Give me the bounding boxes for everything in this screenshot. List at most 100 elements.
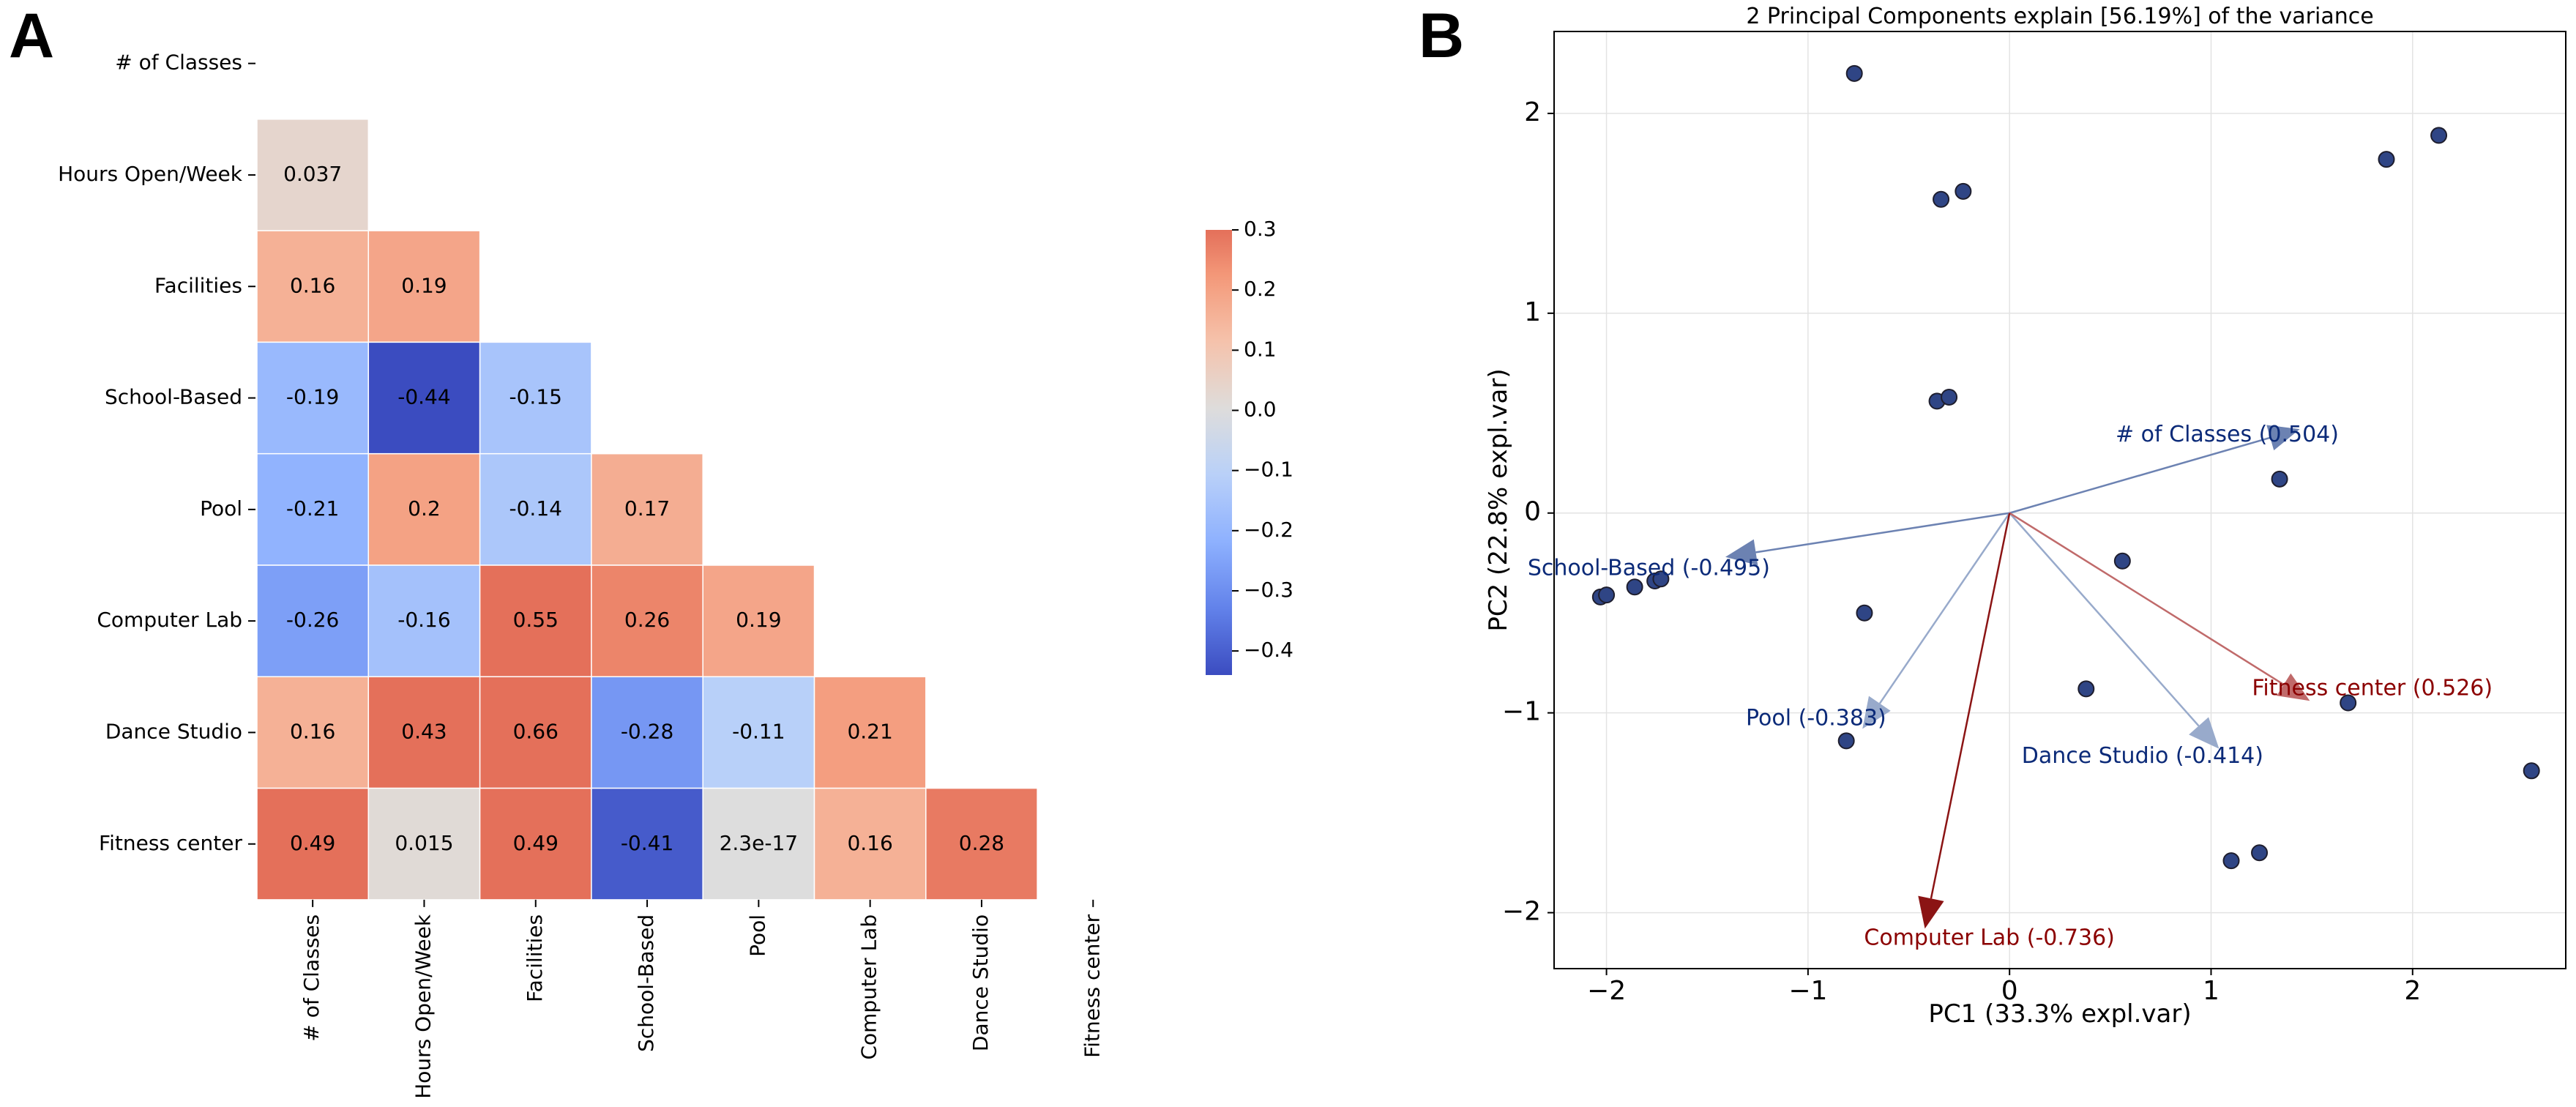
data-point <box>1941 388 1958 406</box>
loading-arrow-shaft <box>2009 436 2271 514</box>
x-axis-label: PC1 (33.3% expl.var) <box>1928 999 2191 1029</box>
colorbar-tick-label: 0.3 <box>1244 217 1277 241</box>
cell-value-label: -0.26 <box>286 608 339 632</box>
cell-value-label: 0.16 <box>290 719 335 743</box>
data-point <box>2378 151 2395 168</box>
heatmap-cell <box>591 452 703 566</box>
heatmap-cell <box>367 341 481 455</box>
data-point <box>1598 586 1616 604</box>
y-tick-label: −1 <box>1502 697 1541 727</box>
loading-arrow-head <box>1918 895 1944 929</box>
heatmap-cell <box>367 787 481 901</box>
cell-value-label: 0.2 <box>408 496 441 521</box>
loading-arrow-shaft <box>2009 512 2200 727</box>
correlation-heatmap: # of Classes Hours Open/Week 0.037 Faciliti… <box>58 51 1104 1099</box>
y-tick-label: 0 <box>1524 497 1541 527</box>
heatmap-cell <box>702 787 815 901</box>
data-point <box>1652 570 1670 588</box>
x-tick-label: 0 <box>2001 976 2018 1006</box>
cell-value-label: 0.55 <box>513 608 559 632</box>
panel-label-b: B <box>1419 1 1464 71</box>
loading-arrow-head <box>1862 696 1891 729</box>
loading-arrow-shaft <box>1755 512 2010 554</box>
heatmap-cell <box>591 676 703 789</box>
plot-frame <box>1553 31 2566 969</box>
cell-value-label: 0.49 <box>290 831 335 855</box>
y-tick-label: Computer Lab <box>97 608 242 632</box>
heatmap-cell <box>813 676 927 789</box>
data-point <box>2077 680 2095 698</box>
heatmap-cell <box>367 564 481 678</box>
loading-arrow-shaft <box>2009 512 2285 686</box>
colorbar-tick-label: −0.3 <box>1244 578 1293 602</box>
y-tick-label: Fitness center <box>99 831 242 855</box>
y-tick-label: School-Based <box>105 385 242 409</box>
loading-arrow-shaft <box>1878 512 2011 704</box>
colorbar-tick-label: 0.1 <box>1244 337 1277 361</box>
data-point <box>1856 604 1873 622</box>
data-point <box>2271 470 2288 488</box>
cell-value-label: -0.19 <box>286 385 339 409</box>
x-tick-label: Computer Lab <box>857 914 881 1060</box>
data-point <box>1837 732 1855 750</box>
heatmap-cell <box>479 452 592 566</box>
colorbar-tick-label: 0.2 <box>1244 277 1277 301</box>
colorbar-tick-label: −0.4 <box>1244 638 1293 662</box>
heatmap-cell <box>256 230 370 343</box>
heatmap-cell <box>591 787 703 901</box>
loading-arrow-head <box>2266 425 2300 451</box>
loading-label: Computer Lab (-0.736) <box>1864 925 2114 951</box>
x-tick-label: Pool <box>745 914 769 957</box>
loading-label: Fitness center (0.526) <box>2252 675 2493 701</box>
cell-value-label: 0.015 <box>395 831 453 855</box>
y-tick-label: Dance Studio <box>105 719 242 743</box>
x-tick-label: 2 <box>2404 976 2421 1006</box>
x-tick-label: −1 <box>1788 976 1827 1006</box>
x-tick-label: Fitness center <box>1080 914 1104 1057</box>
data-point <box>2222 852 2240 870</box>
cell-value-label: -0.16 <box>397 608 450 632</box>
y-tick-label: −2 <box>1502 897 1541 927</box>
y-tick-label: 2 <box>1524 97 1541 127</box>
x-tick-label: # of Classes <box>299 914 324 1042</box>
cell-value-label: -0.15 <box>509 385 562 409</box>
heatmap-cell <box>256 452 370 566</box>
cell-value-label: 0.66 <box>513 719 559 743</box>
x-tick-label: School-Based <box>634 914 658 1052</box>
y-tick-label: # of Classes <box>115 51 242 75</box>
plot-area <box>1554 31 2566 969</box>
cell-value-label: -0.21 <box>286 496 339 521</box>
cell-value-label: -0.28 <box>621 719 673 743</box>
heatmap-cell <box>702 564 815 678</box>
data-point <box>2251 844 2269 862</box>
cell-value-label: 0.16 <box>290 273 335 297</box>
cell-value-label: 0.28 <box>959 831 1004 855</box>
heatmap-cell <box>256 119 370 231</box>
heatmap-cell <box>367 676 481 789</box>
loading-arrow-head <box>1725 539 1758 566</box>
data-point <box>1955 182 1972 200</box>
data-point <box>1626 578 1643 596</box>
colorbar-bar <box>1206 230 1232 675</box>
heatmap-cell <box>479 676 592 789</box>
heatmap-cell <box>702 676 815 789</box>
cell-value-label: -0.14 <box>509 496 562 521</box>
x-tick-label: Hours Open/Week <box>411 914 435 1099</box>
y-tick-label: Pool <box>200 496 242 521</box>
heatmap-cell <box>591 564 703 678</box>
loading-arrow-shaft <box>1930 512 2011 899</box>
heatmap-cell <box>479 564 592 678</box>
heatmap-cell <box>256 341 370 455</box>
cell-value-label: 0.17 <box>624 496 670 521</box>
loading-label: Dance Studio (-0.414) <box>2022 743 2263 769</box>
y-tick-label: Facilities <box>154 273 242 297</box>
loading-label: School-Based (-0.495) <box>1528 556 1770 581</box>
loading-arrow-head <box>2189 717 2220 749</box>
data-point <box>2523 762 2540 780</box>
x-tick-label: −2 <box>1587 976 1626 1006</box>
y-axis-label: PC2 (22.8% expl.var) <box>1484 368 1513 631</box>
data-point <box>2113 552 2131 570</box>
x-tick-label: 1 <box>2203 976 2220 1006</box>
cell-value-label: 0.037 <box>283 162 342 186</box>
cell-value-label: 0.21 <box>847 719 892 743</box>
